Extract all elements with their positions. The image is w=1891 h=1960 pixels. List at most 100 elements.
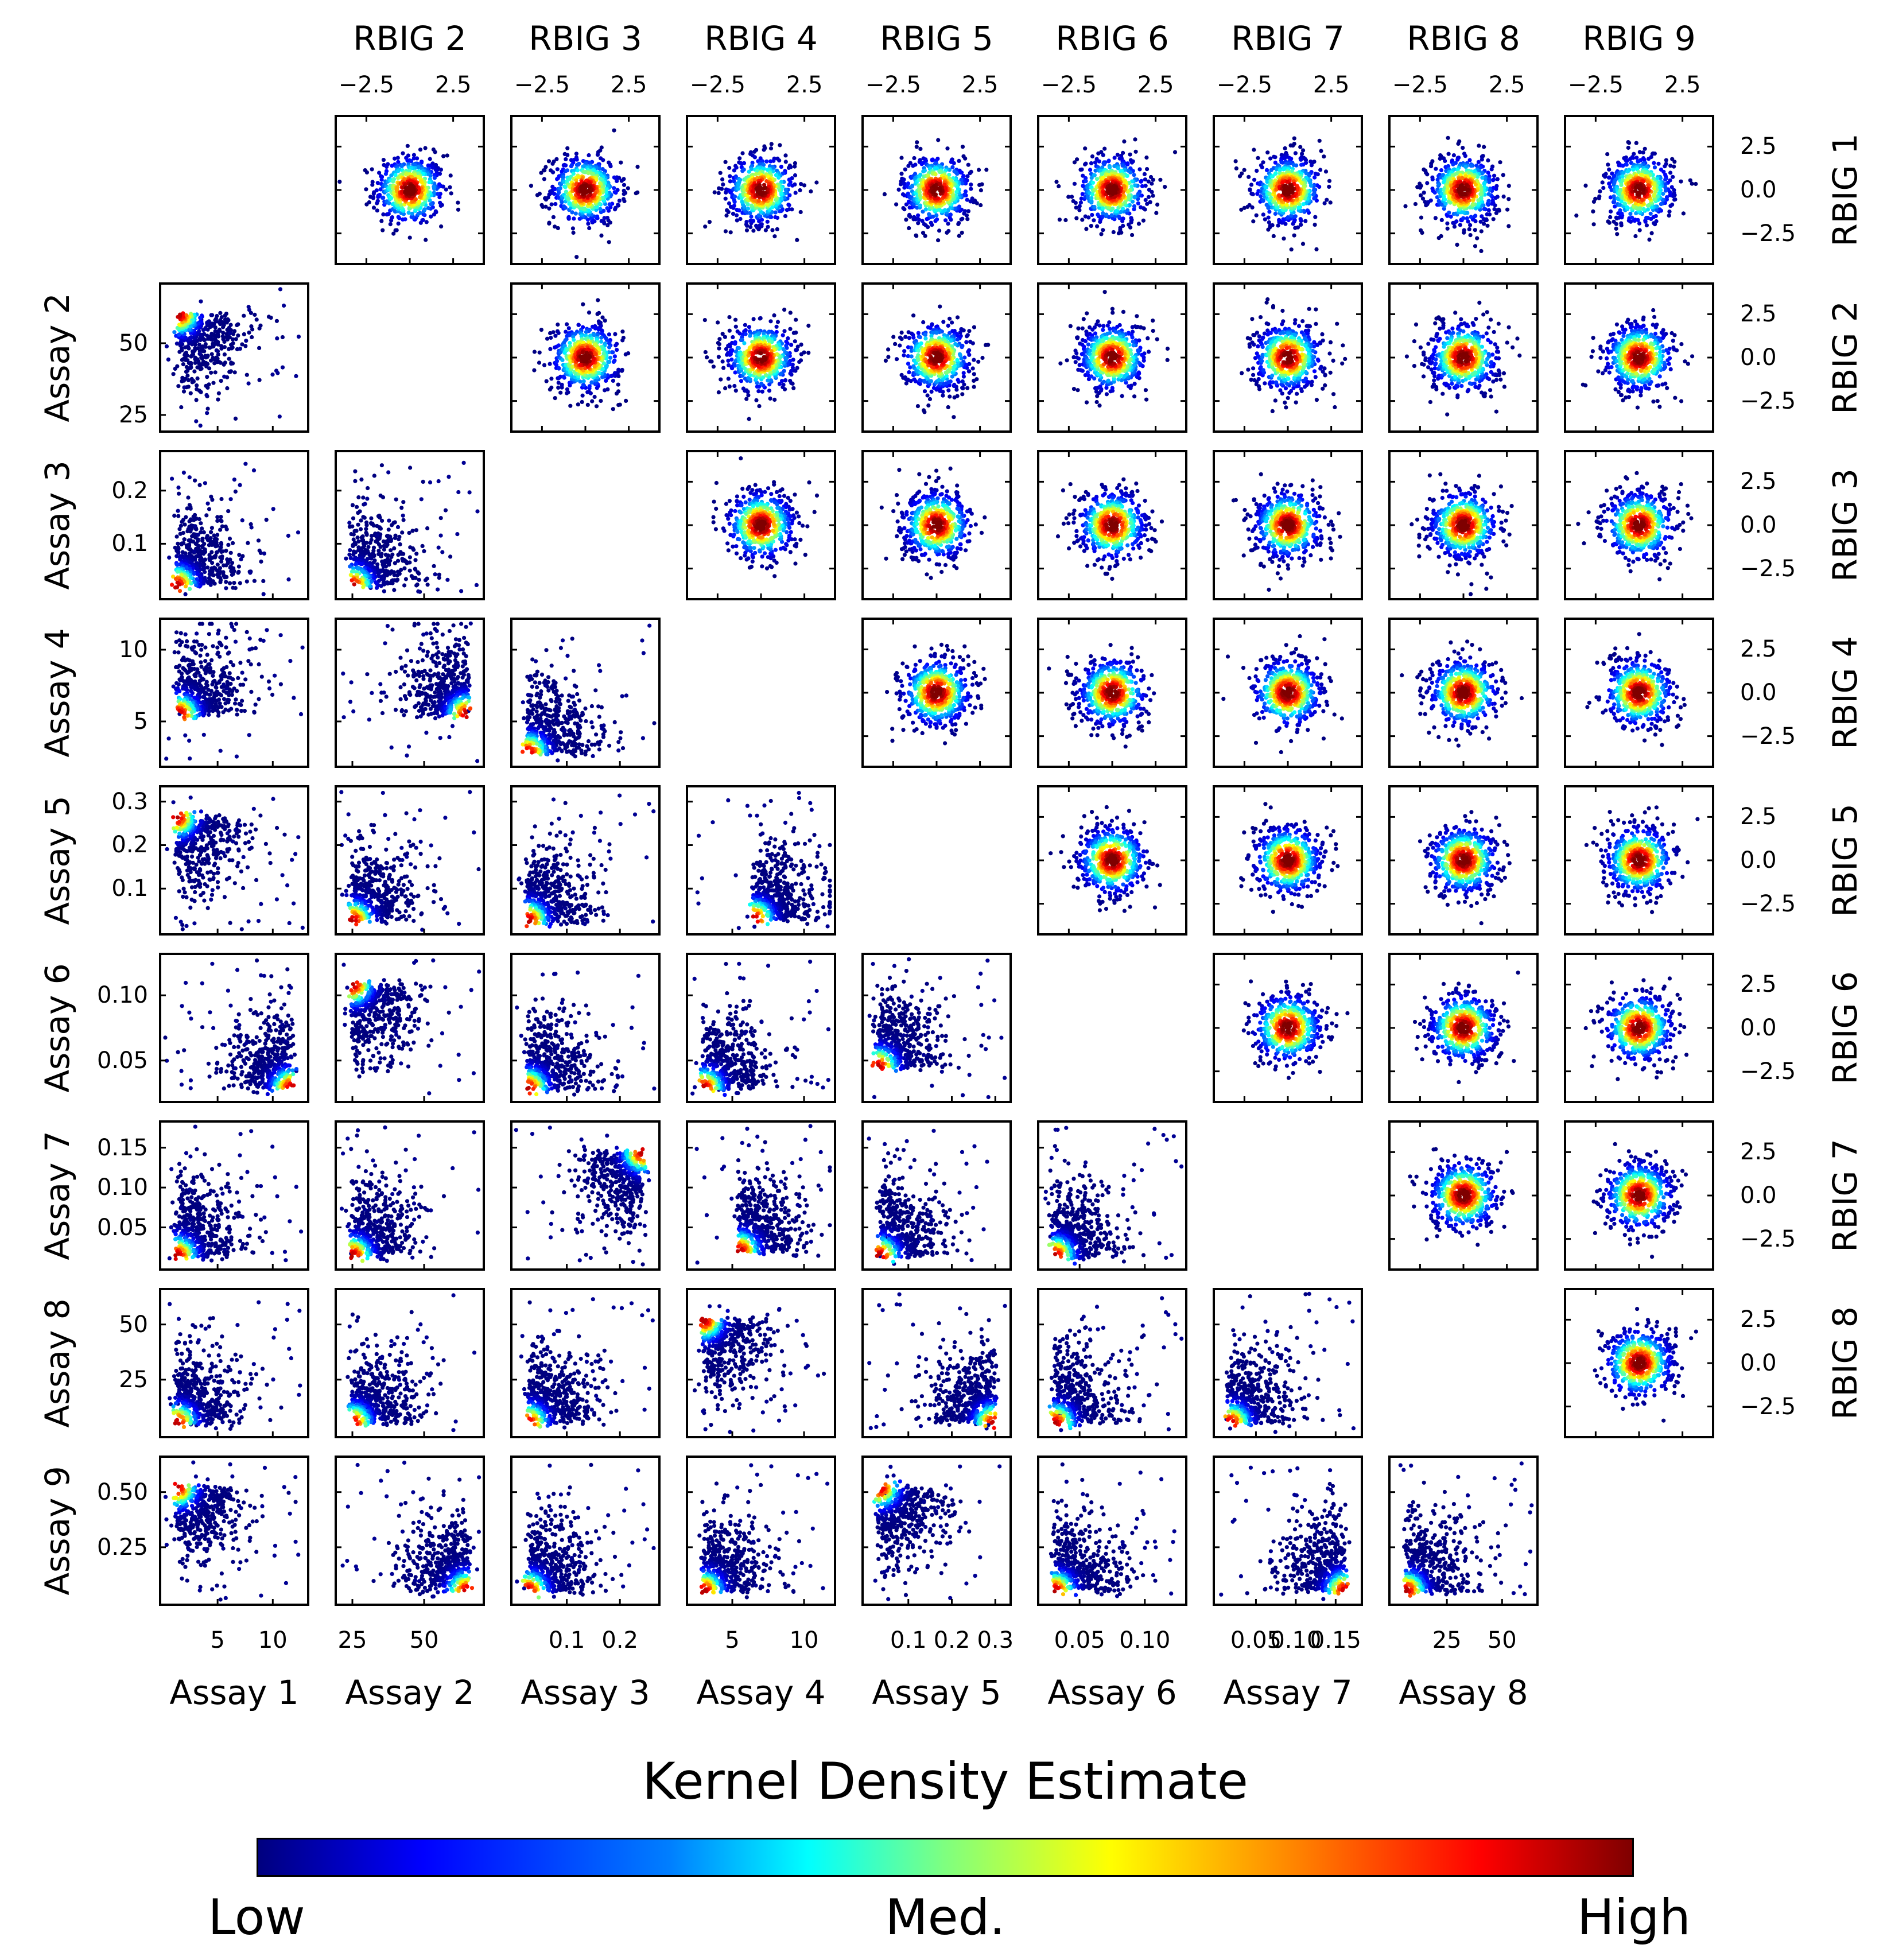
scatter-point	[1132, 207, 1136, 212]
scatter-point	[1255, 169, 1259, 173]
scatter-point	[568, 341, 572, 346]
scatter-point	[732, 168, 736, 173]
scatter-point	[1305, 208, 1310, 213]
scatter-point	[914, 233, 918, 238]
scatter-point	[393, 156, 397, 161]
scatter-point	[1090, 212, 1094, 218]
scatter-point	[590, 399, 595, 403]
scatter-point	[1311, 192, 1316, 197]
scatter-point	[456, 200, 460, 205]
scatter-point	[906, 164, 911, 168]
scatter-point	[432, 176, 437, 180]
scatter-point	[1142, 172, 1147, 176]
scatter-point	[1462, 187, 1466, 192]
scatter-point	[762, 162, 766, 167]
scatter-point	[1083, 214, 1088, 219]
scatter-point	[1323, 169, 1329, 174]
scatter-point	[757, 404, 762, 409]
scatter-point	[943, 218, 948, 223]
scatter-point	[777, 382, 782, 386]
scatter-point	[1252, 148, 1256, 152]
scatter-point	[1143, 197, 1148, 203]
scatter-point	[436, 192, 440, 196]
scatter-point	[788, 311, 793, 315]
scatter-point	[1261, 160, 1265, 165]
scatter-point	[560, 169, 564, 174]
scatter-point	[570, 210, 574, 215]
scatter-point	[709, 359, 714, 364]
scatter-point	[773, 215, 778, 220]
scatter-point	[930, 158, 934, 162]
scatter-point	[799, 342, 803, 347]
scatter-point	[620, 329, 625, 334]
scatter-point	[754, 398, 759, 402]
scatter-point	[768, 319, 773, 324]
scatter-point	[432, 173, 437, 177]
scatter-point	[1284, 203, 1289, 207]
scatter-point	[759, 382, 764, 386]
scatter-point	[1271, 234, 1276, 238]
scatter-point	[1465, 216, 1469, 221]
scatter-point	[584, 329, 588, 335]
scatter-point	[586, 171, 591, 176]
scatter-point	[758, 162, 762, 166]
scatter-point	[965, 197, 969, 202]
scatter-point	[896, 187, 901, 192]
scatter-point	[1652, 192, 1657, 197]
scatter-point	[782, 368, 786, 373]
scatter-point	[616, 374, 621, 378]
scatter-point	[550, 161, 555, 166]
scatter-point	[555, 167, 560, 172]
scatter-point	[420, 218, 425, 223]
scatter-point	[571, 335, 576, 339]
scatter-point	[1651, 176, 1656, 181]
scatter-point	[1574, 214, 1579, 218]
scatter-point	[613, 343, 618, 348]
scatter-point	[1327, 178, 1332, 183]
scatter-point	[814, 180, 819, 185]
scatter-point	[778, 143, 782, 148]
scatter-point	[751, 219, 756, 223]
scatter-point	[947, 172, 952, 177]
scatter-point	[396, 160, 401, 164]
scatter-point	[1492, 173, 1497, 178]
scatter-point	[1148, 174, 1154, 180]
scatter-point	[1601, 185, 1606, 191]
scatter-point	[441, 154, 446, 158]
scatter-point	[1278, 168, 1282, 173]
scatter-point	[1074, 216, 1079, 220]
scatter-point	[573, 211, 578, 216]
scatter-point	[1303, 219, 1308, 223]
rbig-panel-RBIG1-RBIG5	[861, 115, 1012, 265]
scatter-point	[612, 128, 616, 133]
scatter-point	[749, 214, 754, 219]
scatter-point	[1438, 156, 1442, 161]
scatter-point	[1618, 188, 1623, 192]
scatter-point	[1234, 166, 1238, 170]
scatter-point	[607, 202, 612, 207]
scatter-point	[720, 187, 724, 191]
scatter-point	[1624, 162, 1629, 167]
scatter-point	[370, 167, 374, 172]
scatter-point	[918, 146, 923, 151]
scatter-point	[1312, 196, 1317, 201]
scatter-point	[750, 203, 754, 208]
scatter-point	[712, 190, 717, 195]
scatter-point	[772, 397, 777, 402]
scatter-point	[1095, 224, 1100, 228]
scatter-point	[785, 208, 789, 212]
scatter-point	[926, 186, 930, 191]
scatter-point	[785, 346, 789, 350]
scatter-point	[604, 378, 608, 383]
scatter-point	[1273, 172, 1278, 176]
scatter-point	[1664, 195, 1669, 200]
scatter-point	[1625, 158, 1629, 163]
scatter-point	[1266, 215, 1271, 220]
scatter-point	[589, 171, 594, 176]
scatter-point	[1632, 152, 1636, 156]
scatter-point	[1668, 193, 1672, 197]
scatter-point	[732, 198, 737, 203]
scatter-point	[1327, 184, 1331, 189]
scatter-point	[1301, 202, 1306, 207]
scatter-point	[915, 140, 919, 145]
